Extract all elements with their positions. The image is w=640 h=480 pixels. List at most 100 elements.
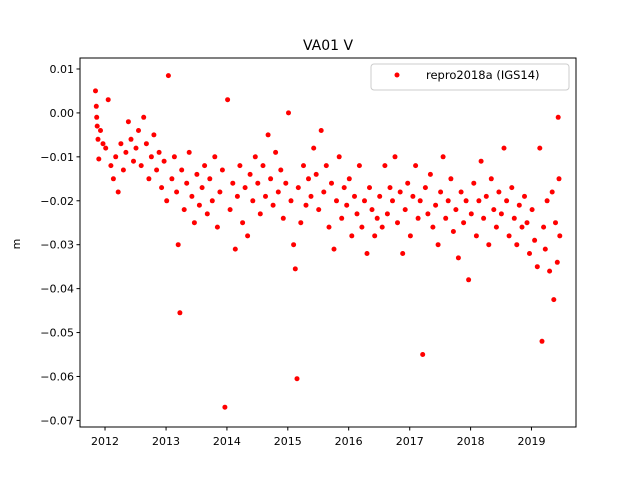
legend-marker <box>394 72 400 78</box>
data-point <box>321 189 327 195</box>
data-point <box>384 211 390 217</box>
data-point <box>498 211 504 217</box>
data-point <box>303 202 309 208</box>
data-point <box>257 211 263 217</box>
scatter-points <box>93 73 563 410</box>
data-point <box>430 224 436 230</box>
data-point <box>390 198 395 204</box>
data-point <box>265 132 271 138</box>
data-point <box>209 198 215 204</box>
data-point <box>237 163 243 169</box>
data-point <box>407 233 413 239</box>
data-point <box>329 180 334 186</box>
data-point <box>175 242 181 248</box>
data-point <box>96 156 102 162</box>
data-point <box>128 136 134 142</box>
data-point <box>354 211 360 217</box>
data-point <box>118 141 124 147</box>
data-point <box>292 266 298 272</box>
data-point <box>268 176 274 182</box>
data-point <box>541 224 547 230</box>
data-point <box>100 141 106 147</box>
data-point <box>93 88 98 94</box>
data-point <box>425 211 431 217</box>
data-point <box>110 176 116 182</box>
data-point <box>247 171 253 177</box>
data-point <box>542 246 548 252</box>
data-point <box>387 185 393 191</box>
x-tick-label: 2015 <box>274 435 302 448</box>
data-point <box>369 207 375 213</box>
chart-title: VA01 V <box>303 38 354 54</box>
data-point <box>352 193 357 199</box>
data-point <box>207 176 213 182</box>
y-tick-label: −0.07 <box>40 414 74 427</box>
data-point <box>524 220 530 226</box>
data-point <box>553 220 558 226</box>
data-point <box>105 97 111 103</box>
data-point <box>413 163 419 169</box>
x-tick-label: 2017 <box>396 435 424 448</box>
data-point <box>367 185 372 191</box>
data-point <box>156 149 162 155</box>
data-point <box>242 185 248 191</box>
data-point <box>318 128 324 133</box>
data-point <box>440 154 446 160</box>
data-point <box>171 154 177 160</box>
y-tick-label: −0.01 <box>40 151 74 164</box>
data-point <box>280 215 286 221</box>
data-point <box>417 198 423 204</box>
data-point <box>214 224 220 230</box>
data-point <box>177 310 183 316</box>
data-point <box>420 352 426 357</box>
data-point <box>260 163 266 169</box>
data-point <box>455 255 461 261</box>
data-point <box>273 149 279 155</box>
y-tick-label: −0.04 <box>40 283 74 296</box>
data-point <box>141 114 147 120</box>
data-point <box>478 158 484 164</box>
data-point <box>481 215 487 221</box>
x-tick-label: 2014 <box>213 435 241 448</box>
data-point <box>301 163 306 169</box>
data-point <box>468 211 474 217</box>
data-point <box>196 202 202 208</box>
data-point <box>549 189 555 195</box>
data-point <box>217 189 223 195</box>
data-point <box>339 215 345 221</box>
data-point <box>450 229 456 234</box>
data-point <box>164 198 170 204</box>
data-point <box>382 163 388 169</box>
data-point <box>514 242 520 248</box>
data-point <box>509 185 515 191</box>
data-point <box>427 171 433 177</box>
data-point <box>397 189 403 195</box>
data-point <box>189 193 195 199</box>
data-point <box>402 207 408 213</box>
data-point <box>527 251 532 256</box>
y-tick-label: 0.01 <box>50 63 75 76</box>
data-point <box>448 176 454 182</box>
data-point <box>222 404 228 410</box>
data-point <box>504 198 510 204</box>
data-point <box>415 215 421 221</box>
data-point <box>212 154 218 160</box>
data-point <box>174 189 180 195</box>
data-point <box>286 110 291 116</box>
data-point <box>169 176 175 182</box>
data-point <box>539 338 545 344</box>
data-point <box>516 202 522 208</box>
data-point <box>511 215 517 221</box>
data-point <box>374 215 380 221</box>
x-tick-label: 2018 <box>457 435 485 448</box>
data-point <box>311 145 317 151</box>
data-point <box>364 251 370 256</box>
data-point <box>488 176 494 182</box>
y-tick-label: 0.00 <box>50 107 75 120</box>
data-point <box>275 189 281 195</box>
data-point <box>556 176 562 182</box>
data-point <box>326 224 332 230</box>
data-point <box>313 171 319 177</box>
data-point <box>125 119 131 125</box>
data-point <box>123 149 129 155</box>
